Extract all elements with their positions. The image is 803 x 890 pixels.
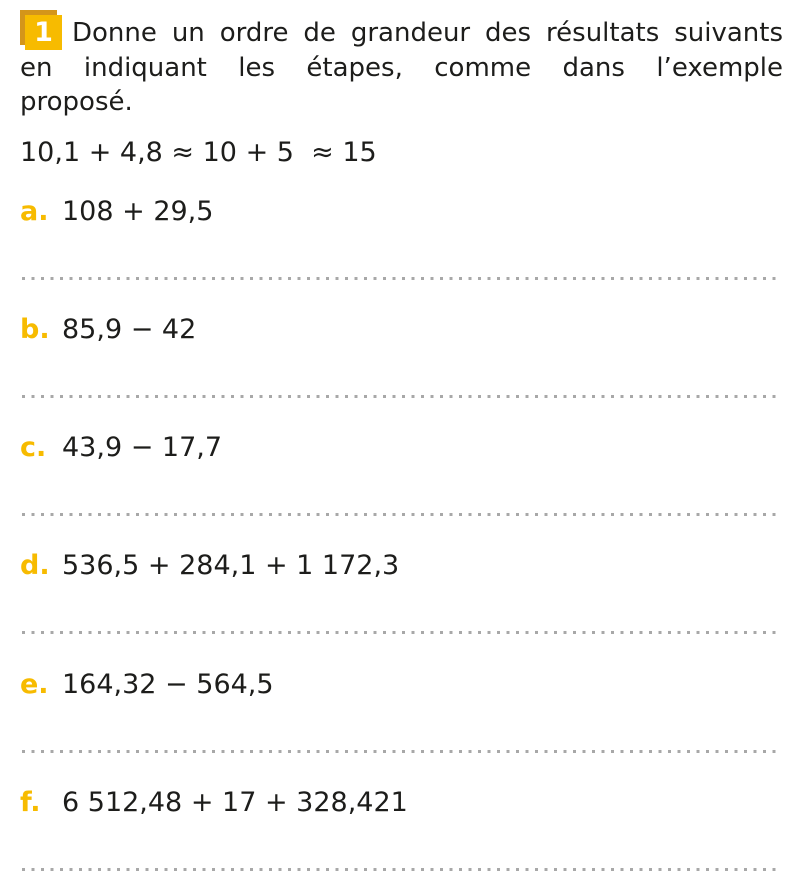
- item-label: e.: [20, 669, 49, 700]
- instruction-line-2: en indiquant les étapes, comme dans l’ex…: [20, 53, 783, 83]
- answer-line[interactable]: [22, 513, 782, 516]
- item-expression: 85,9 − 42: [62, 314, 197, 345]
- item-expression: 164,32 − 564,5: [62, 669, 274, 700]
- answer-line[interactable]: [22, 395, 782, 398]
- exercise-number: 1: [25, 15, 62, 50]
- item-expression: 536,5 + 284,1 + 1 172,3: [62, 550, 400, 581]
- exercise-item: a. 108 + 29,5: [20, 195, 213, 229]
- exercise-item: b. 85,9 − 42: [20, 313, 196, 347]
- answer-line[interactable]: [22, 277, 782, 280]
- item-label: a.: [20, 196, 49, 227]
- exercise-item: e. 164,32 − 564,5: [20, 668, 274, 702]
- item-label: b.: [20, 314, 50, 345]
- item-label: f.: [20, 787, 41, 818]
- answer-line[interactable]: [22, 750, 782, 753]
- exercise-item: d. 536,5 + 284,1 + 1 172,3: [20, 549, 399, 583]
- item-expression: 6 512,48 + 17 + 328,421: [62, 787, 408, 818]
- item-expression: 43,9 − 17,7: [62, 432, 223, 463]
- exercise-item: f. 6 512,48 + 17 + 328,421: [20, 786, 408, 820]
- item-label: c.: [20, 432, 47, 463]
- exercise-number-badge: 1: [20, 10, 62, 50]
- instruction-line-3: proposé.: [20, 87, 133, 117]
- answer-line[interactable]: [22, 631, 782, 634]
- answer-line[interactable]: [22, 868, 782, 871]
- exercise-item: c. 43,9 − 17,7: [20, 431, 222, 465]
- instruction-line-1: Donne un ordre de grandeur des résultats…: [72, 18, 783, 48]
- item-label: d.: [20, 550, 50, 581]
- item-expression: 108 + 29,5: [62, 196, 214, 227]
- example-expression: 10,1 + 4,8 ≈ 10 + 5 ≈ 15: [20, 137, 377, 168]
